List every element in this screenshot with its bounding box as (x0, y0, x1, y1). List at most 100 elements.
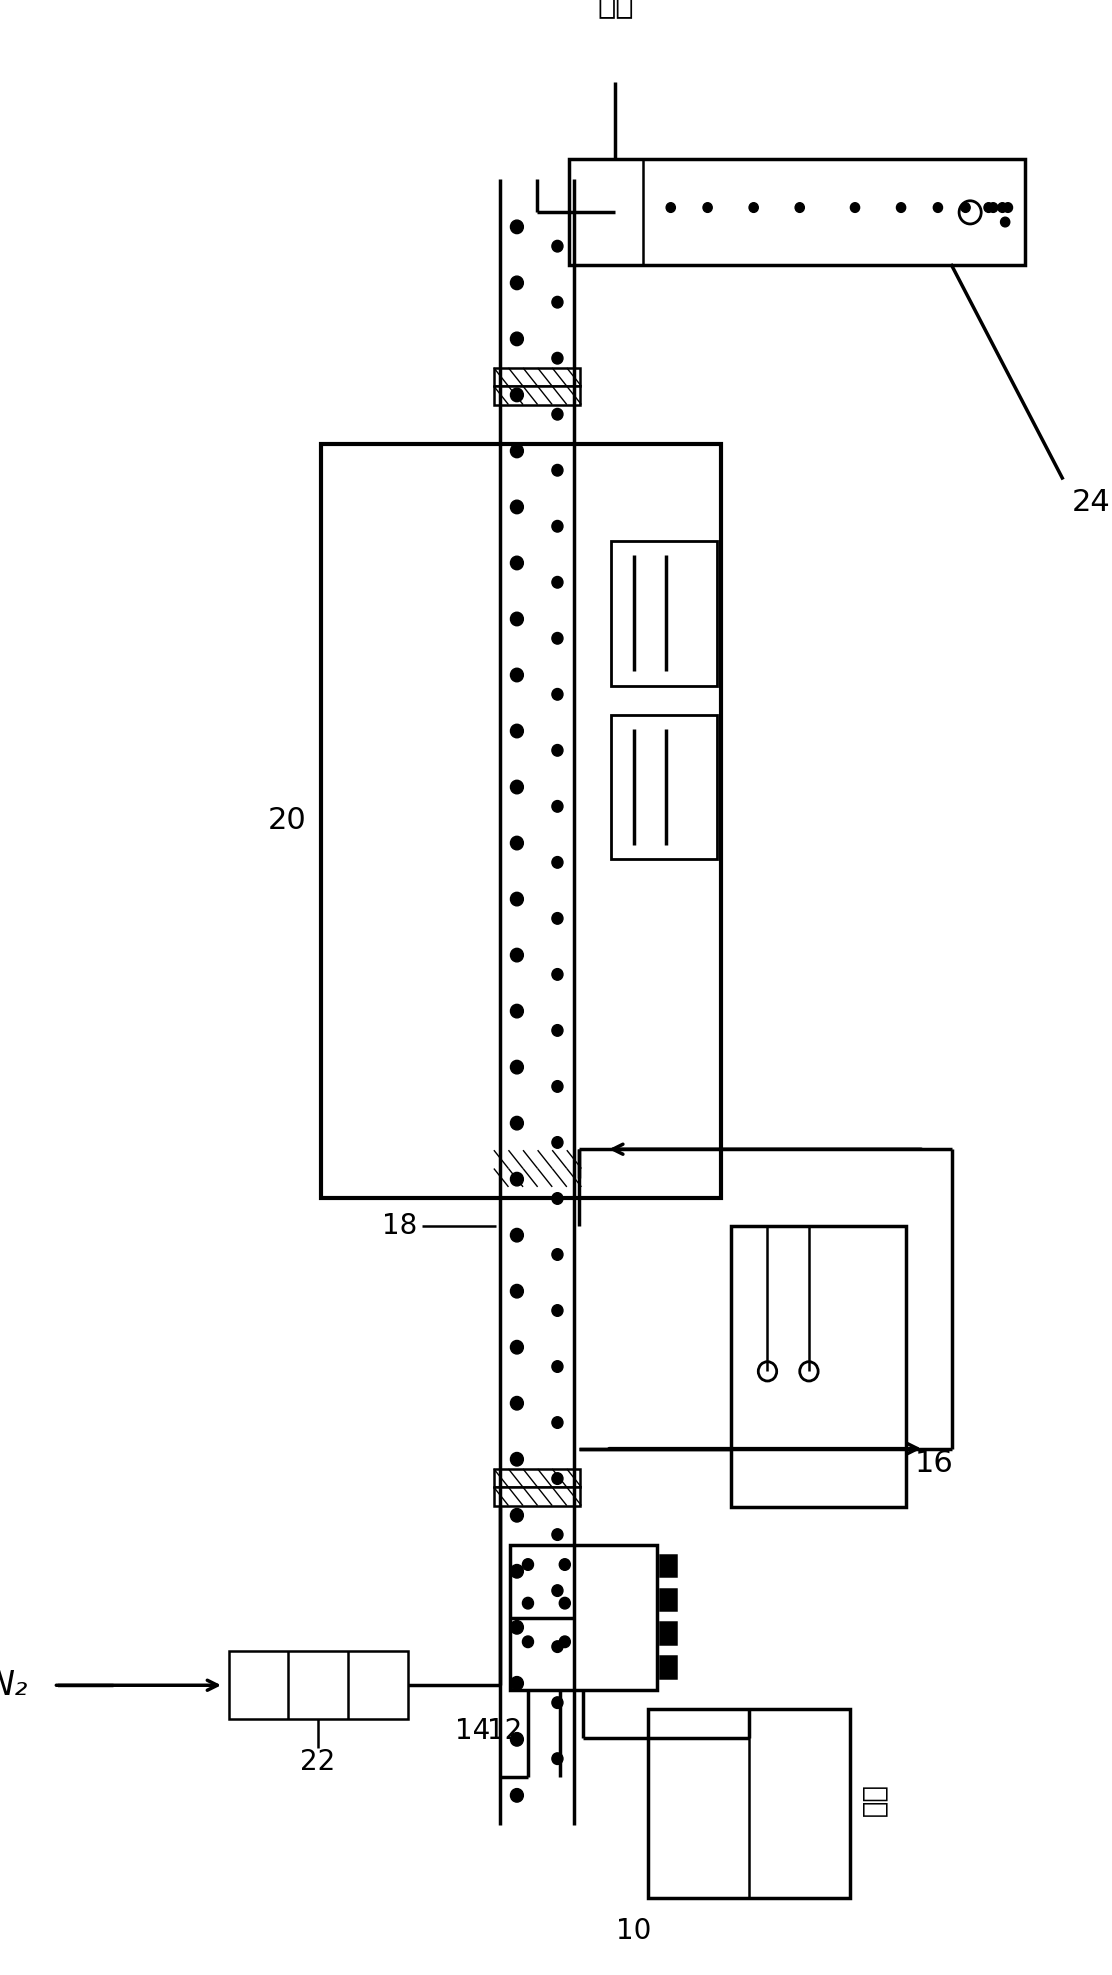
Circle shape (795, 203, 804, 213)
Circle shape (552, 241, 563, 253)
Text: 前体: 前体 (860, 1787, 887, 1819)
Circle shape (552, 296, 563, 308)
Circle shape (552, 1529, 563, 1540)
Circle shape (510, 1732, 524, 1746)
Text: 22: 22 (300, 1748, 336, 1776)
Bar (610, 541, 717, 685)
Circle shape (1003, 203, 1013, 213)
Circle shape (552, 1416, 563, 1428)
Circle shape (510, 389, 524, 401)
Circle shape (510, 444, 524, 458)
Circle shape (552, 800, 563, 812)
Circle shape (510, 557, 524, 569)
Circle shape (510, 948, 524, 962)
Circle shape (552, 1138, 563, 1147)
Circle shape (510, 219, 524, 233)
Circle shape (552, 1361, 563, 1373)
Bar (494, 1169, 580, 1187)
Text: 16: 16 (915, 1448, 954, 1477)
Circle shape (552, 521, 563, 531)
Bar (494, 1469, 580, 1487)
Bar (494, 387, 580, 405)
Circle shape (510, 1173, 524, 1185)
Circle shape (510, 500, 524, 514)
Circle shape (552, 857, 563, 869)
Circle shape (510, 1452, 524, 1465)
Text: 20: 20 (268, 806, 307, 835)
Circle shape (559, 1598, 570, 1610)
Bar (659, 1623, 676, 1643)
Circle shape (552, 1697, 563, 1708)
Circle shape (666, 203, 675, 213)
Circle shape (552, 912, 563, 924)
Circle shape (552, 1193, 563, 1205)
Circle shape (510, 1228, 524, 1242)
Text: 14: 14 (455, 1716, 490, 1746)
Circle shape (1001, 217, 1010, 227)
Circle shape (896, 203, 905, 213)
Circle shape (552, 689, 563, 699)
Bar (320, 444, 722, 1197)
Circle shape (510, 893, 524, 907)
Circle shape (552, 352, 563, 363)
Bar (494, 1149, 580, 1169)
Bar (569, 160, 1025, 265)
Circle shape (510, 1284, 524, 1298)
Circle shape (510, 1005, 524, 1017)
Text: 18: 18 (383, 1213, 417, 1240)
Circle shape (510, 1116, 524, 1130)
Circle shape (552, 1305, 563, 1315)
Circle shape (510, 725, 524, 739)
Text: 10: 10 (616, 1918, 652, 1945)
Text: 24: 24 (1072, 488, 1110, 517)
Bar (647, 1710, 851, 1898)
Circle shape (510, 1341, 524, 1355)
Circle shape (749, 203, 758, 213)
Bar (659, 1588, 676, 1610)
Circle shape (552, 409, 563, 421)
Bar (509, 1544, 657, 1691)
Bar (659, 1554, 676, 1576)
Circle shape (510, 1677, 524, 1691)
Circle shape (552, 1025, 563, 1037)
Circle shape (552, 577, 563, 589)
Circle shape (552, 1641, 563, 1653)
Bar (494, 1487, 580, 1505)
Circle shape (559, 1635, 570, 1647)
Text: 排井: 排井 (597, 0, 634, 20)
Circle shape (510, 1509, 524, 1523)
Circle shape (552, 745, 563, 756)
Circle shape (703, 203, 712, 213)
Circle shape (510, 1789, 524, 1801)
Circle shape (559, 1558, 570, 1570)
Circle shape (997, 203, 1007, 213)
Circle shape (552, 1473, 563, 1485)
Circle shape (523, 1598, 534, 1610)
Circle shape (510, 835, 524, 849)
Circle shape (510, 332, 524, 346)
Text: N₂: N₂ (0, 1669, 28, 1702)
Circle shape (510, 1061, 524, 1074)
Bar (731, 1226, 905, 1507)
Circle shape (510, 1564, 524, 1578)
Bar (494, 367, 580, 387)
Circle shape (510, 668, 524, 681)
Circle shape (510, 780, 524, 794)
Circle shape (510, 1621, 524, 1633)
Circle shape (552, 464, 563, 476)
Circle shape (552, 632, 563, 644)
Circle shape (510, 612, 524, 626)
Circle shape (851, 203, 860, 213)
Circle shape (933, 203, 943, 213)
Circle shape (552, 968, 563, 980)
Circle shape (552, 1754, 563, 1764)
Circle shape (523, 1635, 534, 1647)
Circle shape (510, 276, 524, 290)
Circle shape (552, 1584, 563, 1596)
Circle shape (510, 1396, 524, 1410)
Text: 12: 12 (487, 1716, 523, 1746)
Bar (229, 1651, 408, 1718)
Circle shape (989, 203, 997, 213)
Circle shape (552, 1080, 563, 1092)
Circle shape (984, 203, 993, 213)
